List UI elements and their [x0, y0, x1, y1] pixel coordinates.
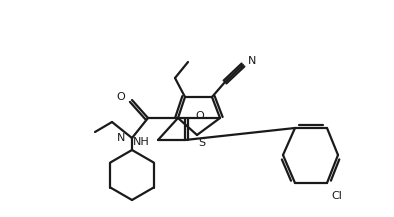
Text: O: O: [116, 92, 125, 102]
Text: O: O: [195, 111, 204, 121]
Text: Cl: Cl: [331, 191, 342, 201]
Text: N: N: [248, 56, 256, 66]
Text: NH: NH: [133, 137, 150, 147]
Text: N: N: [117, 133, 125, 143]
Text: S: S: [199, 138, 206, 148]
